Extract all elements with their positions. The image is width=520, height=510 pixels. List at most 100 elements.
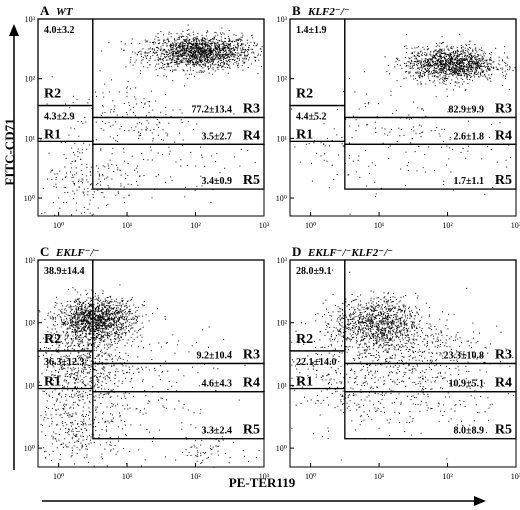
scatter-point: [72, 335, 74, 337]
scatter-point: [87, 194, 89, 196]
scatter-point: [225, 49, 227, 51]
scatter-point: [227, 45, 229, 47]
scatter-point: [172, 53, 174, 55]
scatter-point: [397, 64, 398, 66]
scatter-point: [181, 49, 183, 51]
scatter-point: [243, 49, 245, 50]
scatter-point: [241, 50, 243, 52]
scatter-point: [404, 56, 406, 58]
scatter-point: [461, 53, 462, 55]
scatter-point: [175, 58, 177, 60]
scatter-point: [477, 61, 479, 63]
scatter-point: [299, 88, 301, 90]
scatter-point: [193, 47, 195, 49]
scatter-point: [456, 61, 458, 63]
scatter-point: [77, 328, 79, 330]
scatter-point: [204, 65, 206, 67]
scatter-point: [70, 319, 72, 321]
scatter-point: [169, 59, 171, 61]
scatter-point: [155, 42, 157, 44]
scatter-point: [107, 334, 109, 336]
scatter-point: [410, 75, 412, 77]
scatter-point: [63, 322, 65, 324]
scatter-point: [448, 69, 450, 71]
scatter-point: [93, 213, 95, 215]
scatter-point: [111, 298, 113, 300]
scatter-point: [441, 60, 443, 62]
scatter-point: [374, 121, 376, 123]
scatter-point: [156, 54, 158, 56]
scatter-point: [60, 326, 62, 328]
scatter-point: [169, 55, 171, 57]
scatter-point: [153, 116, 155, 118]
scatter-point: [125, 326, 127, 327]
scatter-point: [247, 67, 249, 69]
scatter-point: [183, 54, 185, 56]
scatter-point: [134, 317, 136, 319]
scatter-point: [125, 334, 127, 336]
scatter-point: [435, 54, 437, 56]
scatter-point: [95, 321, 97, 323]
scatter-point: [80, 312, 82, 314]
scatter-point: [224, 167, 226, 169]
scatter-point: [480, 66, 482, 67]
scatter-point: [121, 324, 123, 326]
scatter-point: [211, 54, 212, 55]
scatter-point: [456, 56, 458, 58]
scatter-point: [93, 140, 94, 142]
scatter-point: [131, 327, 133, 329]
scatter-point: [487, 79, 489, 81]
scatter-point: [225, 46, 227, 48]
scatter-point: [152, 140, 154, 142]
scatter-point: [199, 53, 201, 55]
scatter-point: [421, 67, 423, 69]
scatter-point: [104, 339, 106, 341]
scatter-point: [474, 71, 475, 73]
scatter-point: [59, 170, 61, 172]
scatter-point: [202, 54, 204, 56]
scatter-point: [82, 317, 84, 319]
scatter-point: [470, 63, 472, 65]
scatter-point: [179, 46, 181, 48]
scatter-point: [106, 327, 108, 329]
scatter-point: [175, 161, 177, 163]
scatter-point: [488, 137, 490, 139]
scatter-point: [220, 33, 222, 35]
scatter-points: [38, 284, 260, 468]
scatter-point: [88, 315, 90, 316]
scatter-point: [71, 167, 73, 169]
scatter-point: [165, 114, 167, 116]
scatter-point: [155, 100, 157, 102]
scatter-point: [412, 138, 413, 140]
scatter-point: [98, 178, 100, 180]
scatter-point: [91, 108, 93, 109]
scatter-point: [453, 56, 455, 58]
scatter-point: [136, 408, 138, 410]
scatter-point: [61, 308, 63, 310]
scatter-point: [174, 141, 176, 143]
scatter-point: [421, 70, 423, 72]
scatter-point: [506, 56, 508, 58]
scatter-point: [95, 329, 97, 330]
scatter-point: [166, 45, 168, 47]
scatter-point: [118, 334, 120, 336]
scatter-point: [102, 92, 104, 94]
scatter-point: [174, 45, 176, 47]
scatter-point: [96, 324, 98, 326]
scatter-point: [121, 48, 122, 50]
scatter-point: [452, 68, 454, 69]
scatter-point: [134, 52, 136, 54]
gate-r3-box: [92, 18, 265, 119]
scatter-point: [457, 70, 459, 71]
scatter-point: [446, 60, 448, 62]
scatter-point: [205, 51, 207, 53]
scatter-point: [348, 157, 350, 159]
scatter-point: [122, 315, 123, 317]
scatter-point: [448, 158, 450, 160]
scatter-point: [446, 95, 448, 97]
scatter-point: [71, 321, 73, 323]
scatter-point: [203, 50, 205, 52]
scatter-point: [102, 314, 104, 316]
scatter-point: [83, 315, 85, 317]
scatter-point: [223, 41, 225, 43]
